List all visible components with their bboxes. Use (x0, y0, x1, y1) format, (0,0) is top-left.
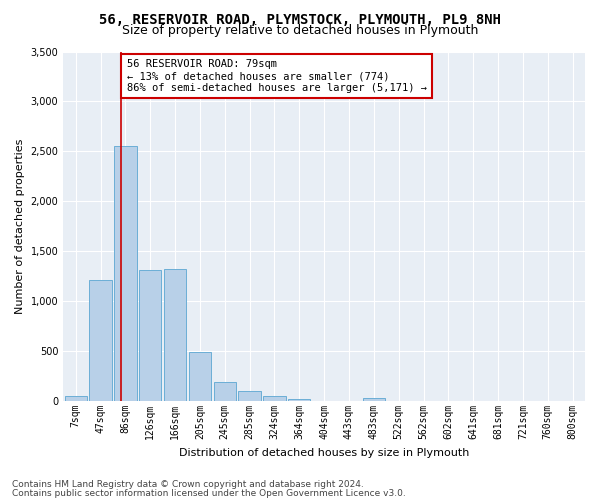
Bar (189, 352, 211, 401)
Y-axis label: Number of detached properties: Number of detached properties (15, 138, 25, 314)
Bar (362, 398, 385, 401)
Bar (288, 399, 310, 401)
X-axis label: Distribution of detached houses by size in Plymouth: Distribution of detached houses by size … (179, 448, 469, 458)
Bar (238, 391, 261, 401)
Bar (164, 270, 186, 401)
Text: Size of property relative to detached houses in Plymouth: Size of property relative to detached ho… (122, 24, 478, 37)
Bar (114, 146, 137, 401)
Text: Contains public sector information licensed under the Open Government Licence v3: Contains public sector information licen… (12, 489, 406, 498)
Bar (214, 382, 236, 401)
Text: Contains HM Land Registry data © Crown copyright and database right 2024.: Contains HM Land Registry data © Crown c… (12, 480, 364, 489)
Bar (263, 396, 286, 401)
Bar (89, 280, 112, 401)
Text: 56, RESERVOIR ROAD, PLYMSTOCK, PLYMOUTH, PL9 8NH: 56, RESERVOIR ROAD, PLYMSTOCK, PLYMOUTH,… (99, 12, 501, 26)
Bar (139, 270, 161, 401)
Text: 56 RESERVOIR ROAD: 79sqm
← 13% of detached houses are smaller (774)
86% of semi-: 56 RESERVOIR ROAD: 79sqm ← 13% of detach… (127, 60, 427, 92)
Bar (65, 396, 87, 401)
